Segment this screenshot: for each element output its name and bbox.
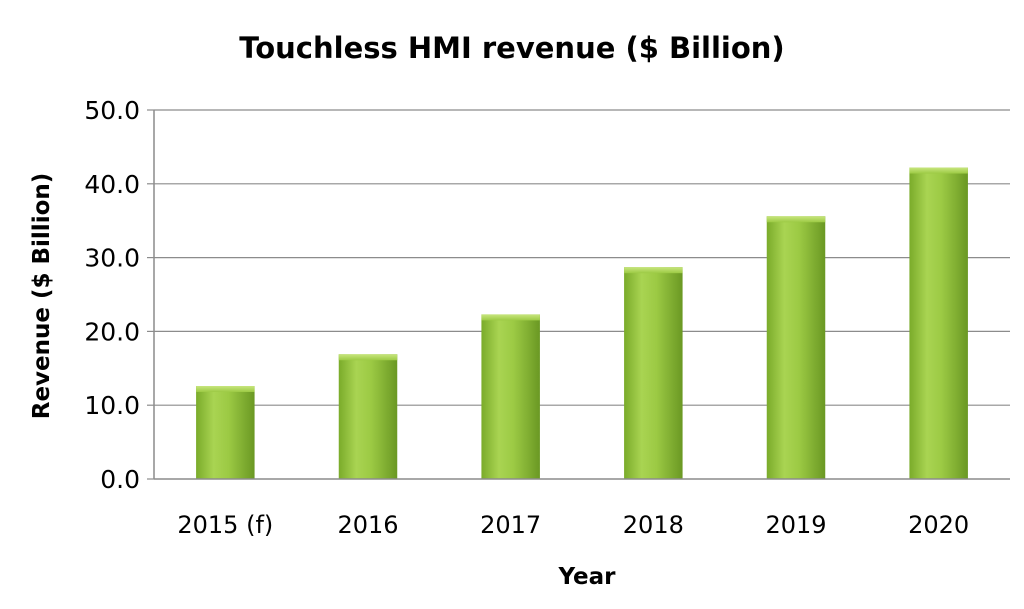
bar-2017 — [481, 314, 540, 479]
chart-title: Touchless HMI revenue ($ Billion) — [239, 31, 784, 65]
x-axis-categories: 2015 (f) 2016 2017 2018 2019 2020 — [177, 511, 969, 539]
y-tick-label: 20.0 — [84, 317, 140, 346]
y-axis-ticks: 0.0 10.0 20.0 30.0 40.0 50.0 — [84, 96, 154, 494]
x-category-label: 2016 — [337, 511, 398, 539]
y-tick-label: 10.0 — [84, 391, 140, 420]
x-category-label: 2015 (f) — [177, 511, 273, 539]
bar-2018 — [624, 267, 683, 479]
x-category-label: 2020 — [908, 511, 969, 539]
bar-2016 — [338, 354, 398, 479]
x-category-label: 2018 — [623, 511, 684, 539]
bar-top-highlight — [624, 267, 683, 274]
gridlines — [154, 109, 1010, 406]
x-category-label: 2019 — [765, 511, 826, 539]
bars — [196, 167, 968, 479]
bar-2020 — [909, 167, 968, 479]
y-tick-label: 50.0 — [84, 96, 140, 125]
y-tick-label: 40.0 — [84, 170, 140, 199]
x-category-label: 2017 — [480, 511, 541, 539]
bar-2015-f — [196, 386, 255, 479]
bar-top-highlight — [338, 354, 398, 361]
bar-top-highlight — [481, 314, 540, 321]
bar-2019 — [766, 216, 826, 479]
y-tick-label: 30.0 — [84, 244, 140, 273]
x-axis-label: Year — [557, 564, 616, 590]
y-tick-label: 0.0 — [100, 465, 140, 494]
y-axis-label: Revenue ($ Billion) — [29, 173, 55, 420]
bar-top-highlight — [909, 167, 968, 174]
bar-top-highlight — [196, 386, 255, 393]
bar-top-highlight — [766, 216, 826, 223]
